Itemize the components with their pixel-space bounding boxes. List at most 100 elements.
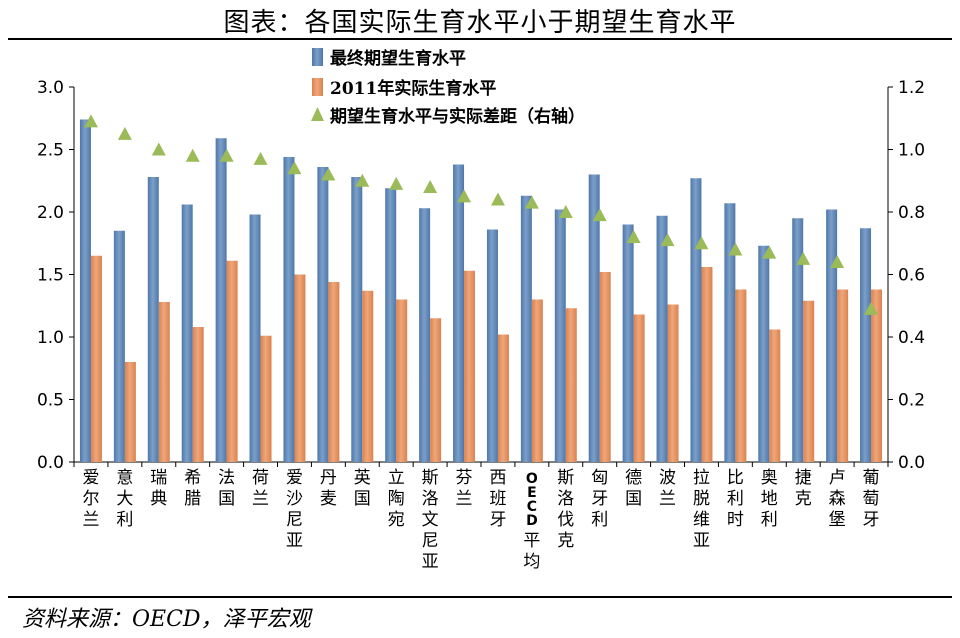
bar-ideal bbox=[317, 167, 329, 462]
category-label-char: 波 bbox=[659, 468, 676, 488]
category-label-char: 麦 bbox=[320, 489, 337, 509]
category-label: 爱沙尼亚 bbox=[286, 468, 303, 551]
bar-ideal bbox=[453, 164, 465, 462]
right-tick-label: 0.2 bbox=[898, 391, 925, 411]
legend-swatch-ideal bbox=[312, 48, 323, 66]
category-label-char: 立 bbox=[388, 468, 405, 488]
bar-ideal bbox=[385, 188, 397, 462]
category-label-char: 宛 bbox=[388, 510, 405, 530]
category-label-char: 利 bbox=[727, 489, 744, 509]
marker-gap bbox=[423, 180, 438, 193]
category-label-char: D bbox=[526, 513, 538, 529]
category-label-char: 捷 bbox=[795, 468, 812, 488]
category-label-char: 地 bbox=[761, 489, 778, 509]
marker-gap bbox=[151, 142, 166, 156]
category-label-char: E bbox=[527, 485, 537, 501]
marker-gap bbox=[219, 148, 234, 162]
category-label-char: 尼 bbox=[286, 510, 303, 530]
category-label-char: 爱 bbox=[82, 468, 99, 488]
category-label-char: 瑞 bbox=[150, 468, 167, 488]
bottom-rule bbox=[8, 596, 952, 598]
bar-actual bbox=[803, 300, 815, 462]
source-note: 资料来源：OECD，泽平宏观 bbox=[22, 607, 311, 632]
category-label: O E C D 平均 bbox=[523, 471, 540, 572]
bar-ideal bbox=[588, 174, 600, 462]
bar-ideal bbox=[351, 177, 363, 462]
marker-gap bbox=[660, 233, 675, 247]
bar-actual bbox=[531, 299, 543, 462]
right-tick-label: 0.6 bbox=[898, 266, 925, 286]
category-label-char: 兰 bbox=[82, 510, 99, 530]
category-label: 斯洛伐克 bbox=[557, 468, 574, 551]
top-rule bbox=[8, 38, 952, 40]
category-label-char: 德 bbox=[625, 468, 642, 488]
category-label-char: 斯 bbox=[557, 468, 574, 488]
category-label-char: 牙 bbox=[591, 489, 608, 509]
bar-actual bbox=[328, 282, 340, 462]
category-label-char: 芬 bbox=[456, 468, 473, 488]
category-label-char: 亚 bbox=[422, 552, 439, 572]
category-label-char: 沙 bbox=[286, 489, 303, 509]
category-label-char: 法 bbox=[218, 468, 235, 488]
category-label-char: 利 bbox=[761, 510, 778, 530]
bar-ideal bbox=[656, 215, 668, 462]
category-label: 斯洛文尼亚 bbox=[422, 468, 439, 572]
category-label-char: 比 bbox=[727, 468, 744, 488]
category-label: 芬兰 bbox=[456, 468, 473, 509]
bar-ideal bbox=[113, 230, 125, 462]
category-label-char: 腊 bbox=[184, 489, 201, 509]
left-tick-label: 0.5 bbox=[37, 391, 64, 411]
legend-marker-gap bbox=[311, 107, 324, 121]
marker-gap bbox=[830, 255, 845, 268]
bar-actual bbox=[260, 335, 272, 462]
category-label-char: 陶 bbox=[388, 489, 405, 509]
category-label-char: 兰 bbox=[659, 489, 676, 509]
bar-ideal bbox=[622, 224, 634, 462]
marker-gap bbox=[694, 236, 709, 250]
category-label-char: 班 bbox=[489, 489, 506, 509]
category-label-char: 时 bbox=[727, 510, 744, 530]
bar-actual bbox=[158, 302, 170, 462]
legend-swatch-actual bbox=[312, 78, 323, 96]
bar-ideal bbox=[554, 209, 566, 462]
marker-gap bbox=[626, 230, 641, 243]
category-label-char: 洛 bbox=[557, 489, 574, 509]
category-label-char: 利 bbox=[116, 510, 133, 530]
category-label: 奥地利 bbox=[761, 468, 778, 530]
bar-actual bbox=[667, 304, 679, 462]
category-label-char: 兰 bbox=[456, 489, 473, 509]
bar-actual bbox=[837, 289, 849, 462]
category-label-char: 堡 bbox=[829, 510, 846, 530]
left-tick-label: 2.0 bbox=[37, 203, 64, 223]
bar-actual bbox=[599, 272, 611, 462]
category-label-char: 葡 bbox=[863, 468, 880, 488]
chart-area: 0.0 0.5 1.0 1.5 2.0 2.5 3.0 0.0 0.2 0.4 0.6 0.8 1.0 1… bbox=[37, 48, 925, 572]
bar-ideal bbox=[860, 228, 872, 462]
bar-ideal bbox=[724, 203, 736, 462]
marker-gap bbox=[490, 192, 505, 206]
bar-ideal bbox=[758, 245, 770, 462]
legend-label-actual: 2011年实际生育水平 bbox=[330, 78, 496, 99]
category-label-char: 脱 bbox=[693, 489, 710, 509]
category-label: 卢森堡 bbox=[829, 468, 846, 530]
category-label-char: 亚 bbox=[693, 531, 710, 551]
bar-ideal bbox=[181, 204, 193, 462]
marker-gap bbox=[592, 208, 607, 222]
category-label: 荷兰 bbox=[252, 468, 269, 509]
bar-ideal bbox=[249, 214, 261, 462]
marker-gap bbox=[287, 161, 302, 175]
bar-actual bbox=[565, 308, 577, 462]
bar-actual bbox=[90, 255, 102, 462]
category-label-char: C bbox=[527, 499, 537, 515]
bar-ideal bbox=[690, 178, 702, 462]
category-label-char: 萄 bbox=[863, 489, 880, 509]
bar-ideal bbox=[419, 208, 431, 462]
bar-ideal bbox=[283, 157, 295, 462]
bar-ideal bbox=[792, 218, 804, 462]
category-label: 拉脱维亚 bbox=[693, 468, 710, 551]
category-label-char: 意 bbox=[116, 468, 133, 488]
category-label: 爱尔兰 bbox=[82, 468, 99, 530]
category-label-char: 国 bbox=[218, 489, 235, 509]
left-tick-label: 2.5 bbox=[37, 141, 64, 161]
bar-actual bbox=[192, 327, 204, 462]
